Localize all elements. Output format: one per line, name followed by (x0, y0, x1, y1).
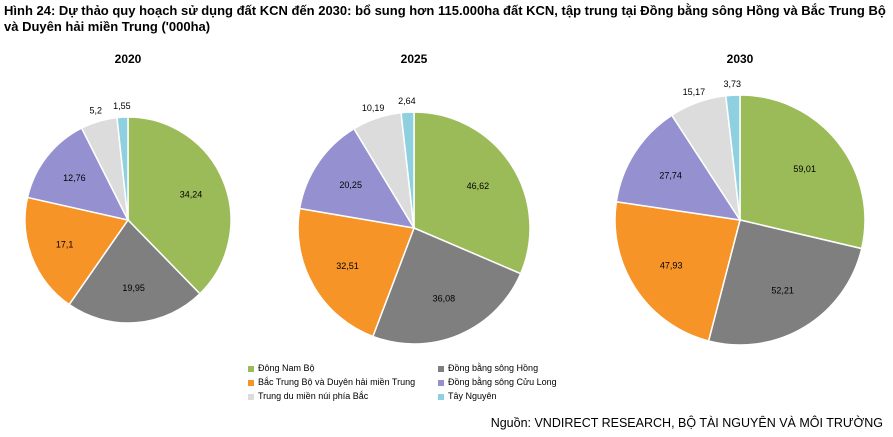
legend-label: Đồng bằng sông Hồng (448, 363, 539, 373)
legend-item: Tây Nguyên (438, 391, 638, 402)
pie-slice-2025-3 (297, 207, 416, 338)
source-note: Nguồn: VNDIRECT RESEARCH, BỘ TÀI NGUYÊN … (490, 416, 883, 430)
legend-swatch (438, 365, 444, 372)
pie-charts-area: 2020 34,24 19,95 17,1 12,76 5,2 1,55 2025 46,62 3… (0, 38, 893, 360)
pie-slice-2020-4 (26, 127, 130, 222)
pie-charts-svg: 2020 34,24 19,95 17,1 12,76 5,2 1,55 2025 46,62 3… (24, 52, 866, 346)
pie-slice-2030-2 (707, 219, 863, 346)
pie-title-2020: 2020 (115, 52, 142, 66)
pie-label-2020-5: 5,2 (89, 106, 102, 116)
pie-label-2020-1: 34,24 (180, 189, 203, 199)
pie-chart-2030: 2030 59,01 52,21 47,93 27,74 15,17 3,73 (614, 52, 866, 346)
legend-item: Đồng bằng sông Hồng (438, 363, 638, 374)
pie-slice-2025-6 (400, 111, 415, 229)
figure-title: Hình 24: Dự thảo quy hoạch sử dụng đất K… (4, 3, 886, 34)
pie-slice-2025-2 (371, 227, 522, 345)
legend-label: Đông Nam Bộ (258, 363, 315, 373)
pie-slice-2020-3 (24, 196, 130, 306)
pie-slice-2030-3 (614, 200, 741, 342)
pie-label-2030-3: 47,93 (660, 261, 683, 271)
pie-title-2030: 2030 (727, 52, 754, 66)
legend-item: Trung du miền núi phía Bắc (248, 391, 438, 402)
pie-label-2025-2: 36,08 (433, 294, 456, 304)
pie-slice-2020-1 (127, 116, 232, 295)
pie-label-2025-6: 2,64 (398, 96, 416, 106)
pie-label-2020-6: 1,55 (113, 101, 131, 111)
pie-label-2030-5: 15,17 (683, 87, 706, 97)
legend-label: Đồng bằng sông Cửu Long (448, 377, 557, 387)
pie-label-2030-4: 27,74 (659, 171, 682, 181)
pie-label-2020-2: 19,95 (122, 283, 145, 293)
pie-slice-2025-1 (413, 111, 531, 275)
pie-slice-2025-4 (298, 127, 416, 230)
legend-item: Đông Nam Bộ (248, 363, 438, 374)
legend-swatch (248, 365, 254, 372)
legend-label: Bắc Trung Bộ và Duyên hải miền Trung (258, 377, 416, 387)
legend-label: Trung du miền núi phía Bắc (258, 391, 369, 401)
legend-item: Đồng bằng sông Cửu Long (438, 377, 638, 388)
pie-slice-2030-4 (615, 114, 742, 221)
pie-title-2025: 2025 (401, 52, 428, 66)
pie-slice-2020-2 (68, 218, 201, 324)
legend-swatch (438, 393, 444, 400)
pie-label-2025-5: 10,19 (362, 103, 385, 113)
pie-chart-2025: 2025 46,62 36,08 32,51 20,25 10,19 2,64 (297, 52, 531, 345)
pie-label-2025-1: 46,62 (467, 181, 490, 191)
legend-swatch (438, 379, 444, 386)
legend-swatch (248, 379, 254, 386)
pie-label-2030-1: 59,01 (793, 164, 816, 174)
pie-label-2030-6: 3,73 (724, 79, 742, 89)
pie-slice-2020-6 (116, 116, 129, 221)
legend: Đông Nam Bộ Đồng bằng sông Hồng Bắc Trung … (248, 363, 668, 402)
pie-label-2025-3: 32,51 (336, 261, 359, 271)
pie-chart-2020: 2020 34,24 19,95 17,1 12,76 5,2 1,55 (24, 52, 232, 324)
pie-label-2020-3: 17,1 (56, 240, 74, 250)
legend-swatch (248, 393, 254, 400)
pie-label-2025-4: 20,25 (339, 180, 362, 190)
legend-item: Bắc Trung Bộ và Duyên hải miền Trung (248, 377, 438, 388)
pie-slice-2030-1 (739, 94, 866, 250)
legend-label: Tây Nguyên (448, 391, 497, 401)
pie-label-2030-2: 52,21 (771, 286, 794, 296)
pie-label-2020-4: 12,76 (63, 173, 86, 183)
pie-slice-2030-6 (724, 94, 741, 221)
